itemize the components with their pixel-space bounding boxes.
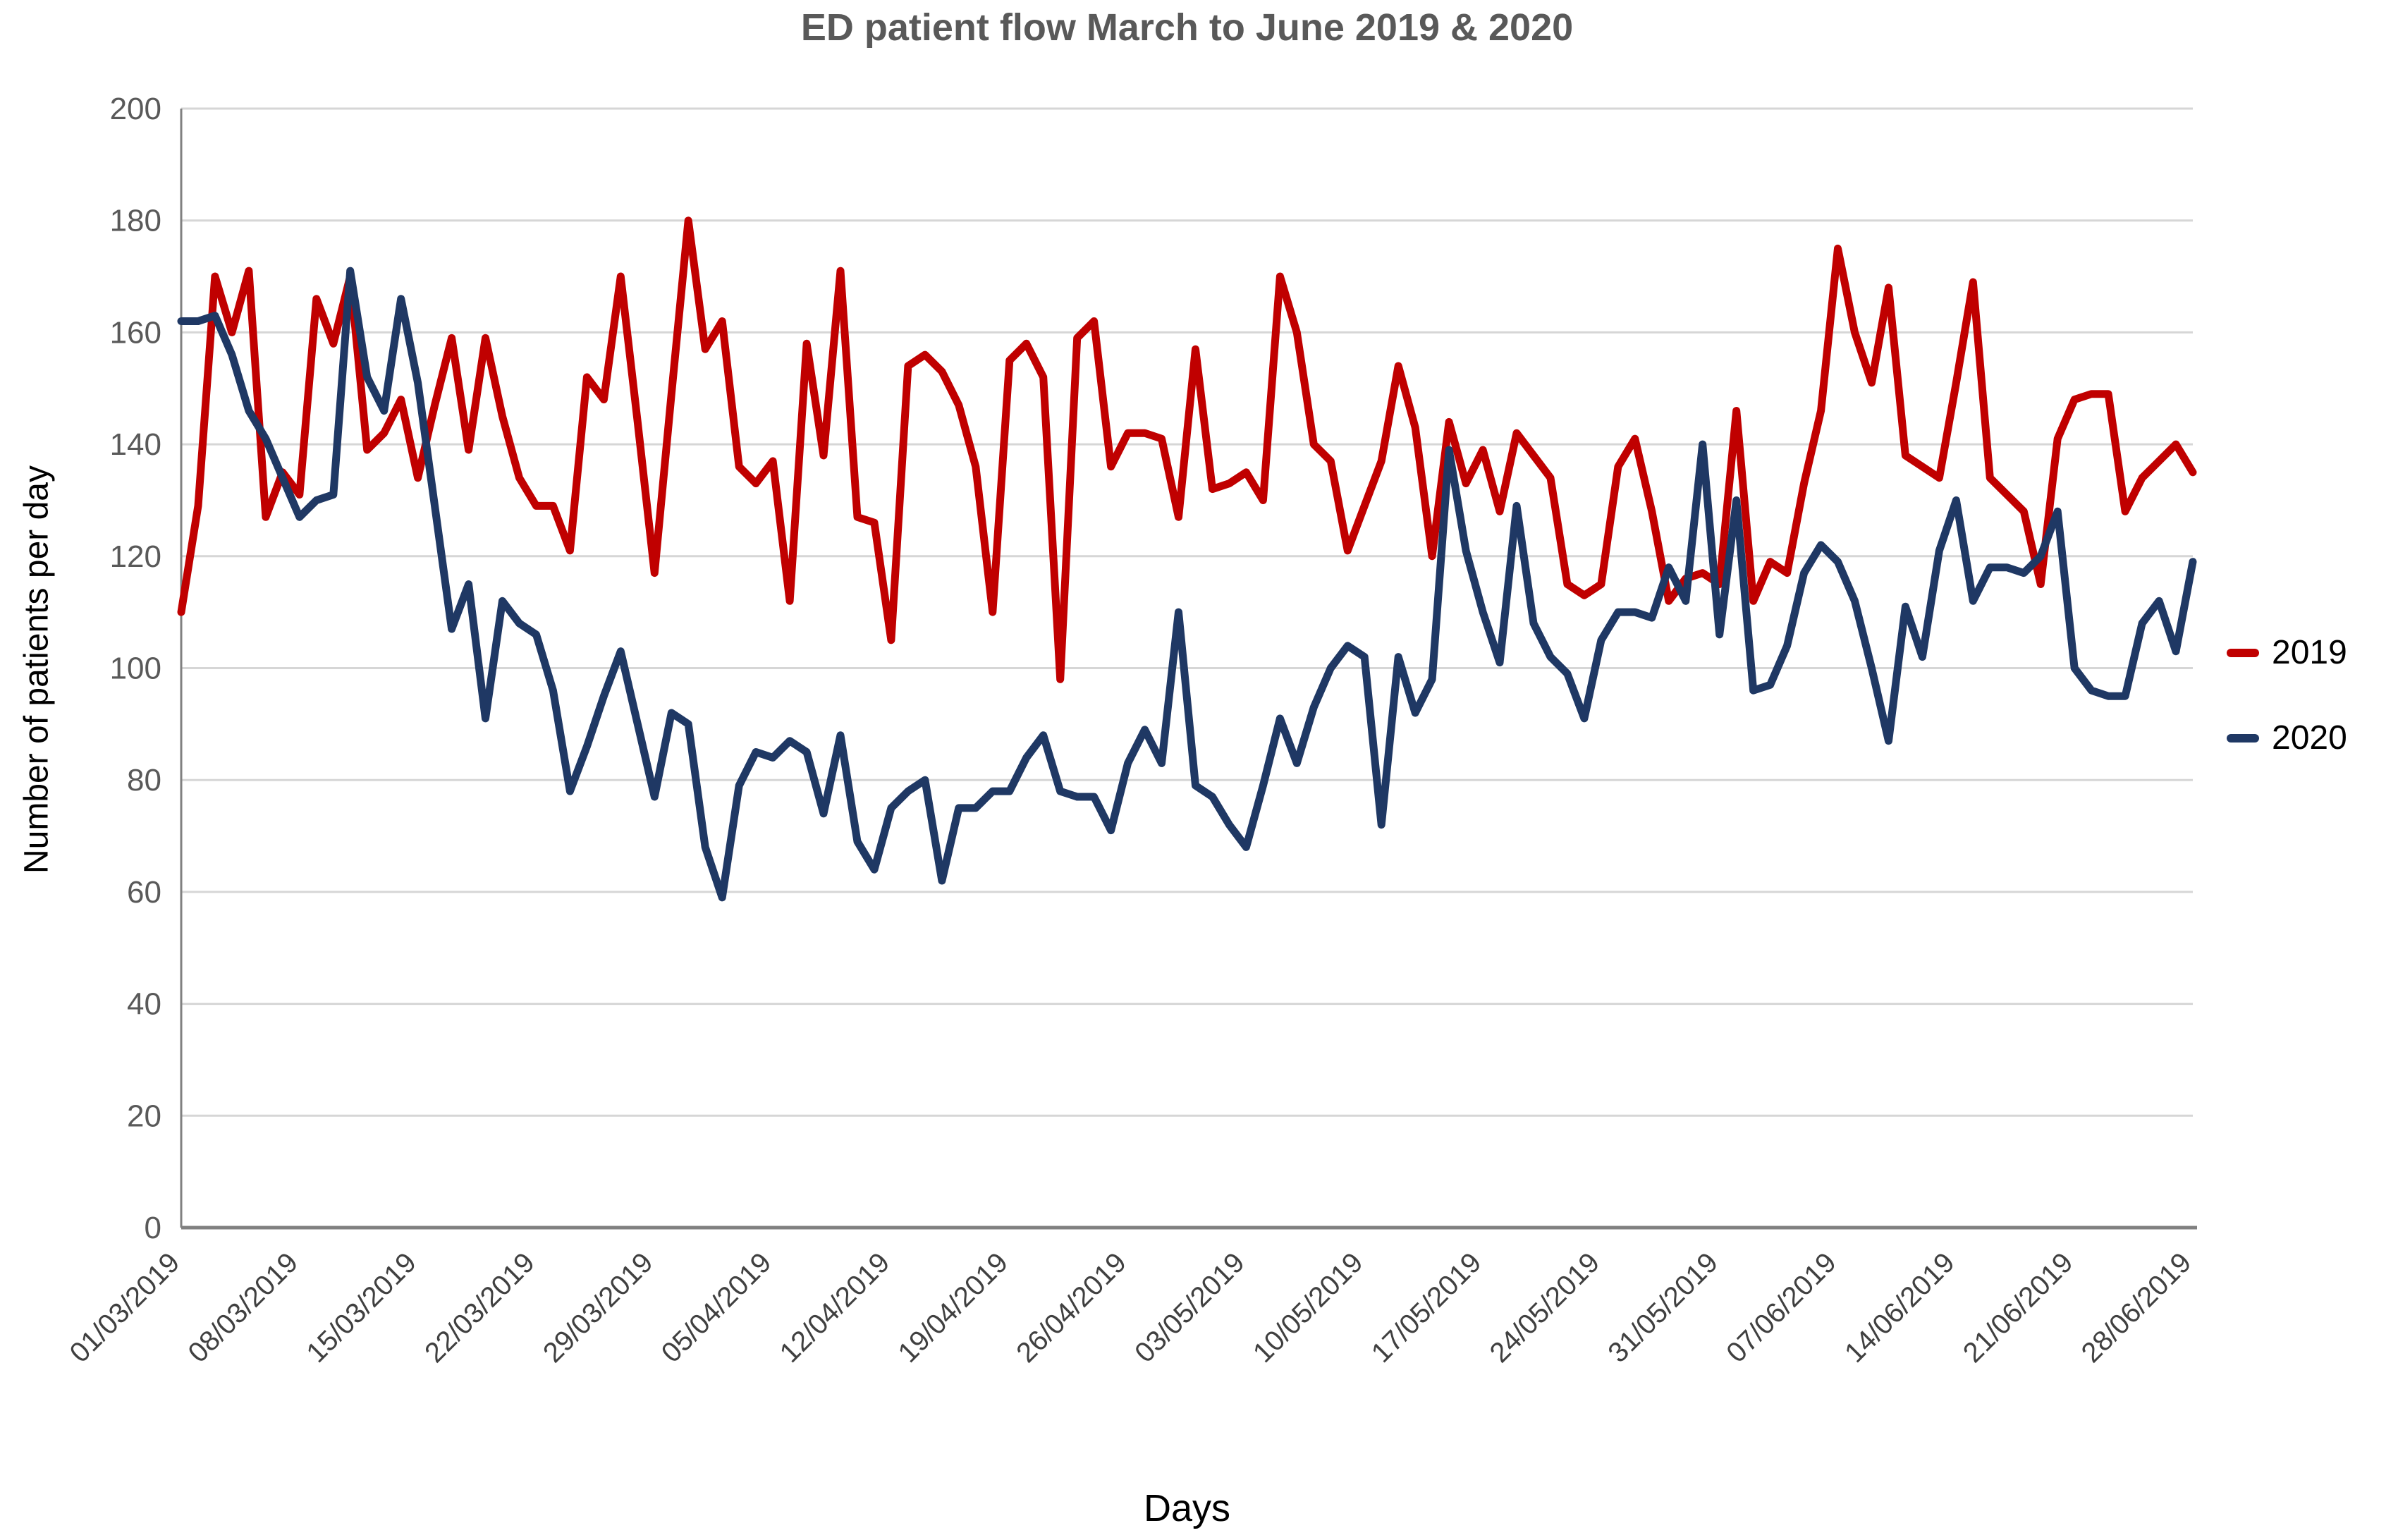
- x-tick-label: 31/05/2019: [1602, 1247, 1724, 1369]
- y-axis-title: Number of patients per day: [18, 465, 56, 874]
- chart-title: ED patient flow March to June 2019 & 202…: [800, 6, 1574, 49]
- x-tick-label: 08/03/2019: [183, 1247, 305, 1369]
- legend: 2019 2020: [2227, 633, 2347, 804]
- y-tick-label: 40: [127, 987, 161, 1022]
- y-tick-label: 0: [145, 1211, 161, 1245]
- x-tick-label: 17/05/2019: [1366, 1247, 1488, 1369]
- x-tick-label: 19/04/2019: [892, 1247, 1014, 1369]
- x-tick-label: 26/04/2019: [1010, 1247, 1132, 1369]
- y-tick-label: 120: [110, 539, 161, 574]
- legend-label-2019: 2019: [2272, 634, 2347, 671]
- y-tick-label: 140: [110, 427, 161, 462]
- x-tick-label: 05/04/2019: [656, 1247, 778, 1369]
- y-tick-label: 60: [127, 875, 161, 910]
- x-tick-label: 14/06/2019: [1839, 1247, 1961, 1369]
- y-tick-label: 160: [110, 315, 161, 350]
- x-tick-label: 03/05/2019: [1129, 1247, 1251, 1369]
- y-tick-label: 180: [110, 204, 161, 238]
- x-tick-label: 28/06/2019: [2076, 1247, 2198, 1369]
- x-tick-label: 07/06/2019: [1720, 1247, 1842, 1369]
- y-tick-label: 80: [127, 763, 161, 798]
- x-tick-label: 24/05/2019: [1484, 1247, 1606, 1369]
- x-tick-label: 10/05/2019: [1247, 1247, 1369, 1369]
- legend-dash-2019-icon: [2227, 648, 2259, 657]
- legend-item-2020: 2020: [2227, 719, 2347, 757]
- x-tick-label: 29/03/2019: [537, 1247, 659, 1369]
- y-tick-label: 200: [110, 92, 161, 126]
- x-tick-label: 22/03/2019: [419, 1247, 541, 1369]
- y-tick-label: 100: [110, 652, 161, 686]
- x-tick-label: 21/06/2019: [1957, 1247, 2079, 1369]
- x-tick-label: 12/04/2019: [774, 1247, 896, 1369]
- x-tick-label: 01/03/2019: [64, 1247, 186, 1369]
- series-line-2020: [177, 267, 2197, 902]
- y-tick-label: 20: [127, 1099, 161, 1133]
- x-axis-title: Days: [1143, 1487, 1231, 1529]
- series-line-2019: [177, 216, 2197, 683]
- legend-dash-2020-icon: [2227, 733, 2259, 742]
- legend-label-2020: 2020: [2272, 719, 2347, 757]
- legend-item-2019: 2019: [2227, 633, 2347, 672]
- x-tick-label: 15/03/2019: [300, 1247, 422, 1369]
